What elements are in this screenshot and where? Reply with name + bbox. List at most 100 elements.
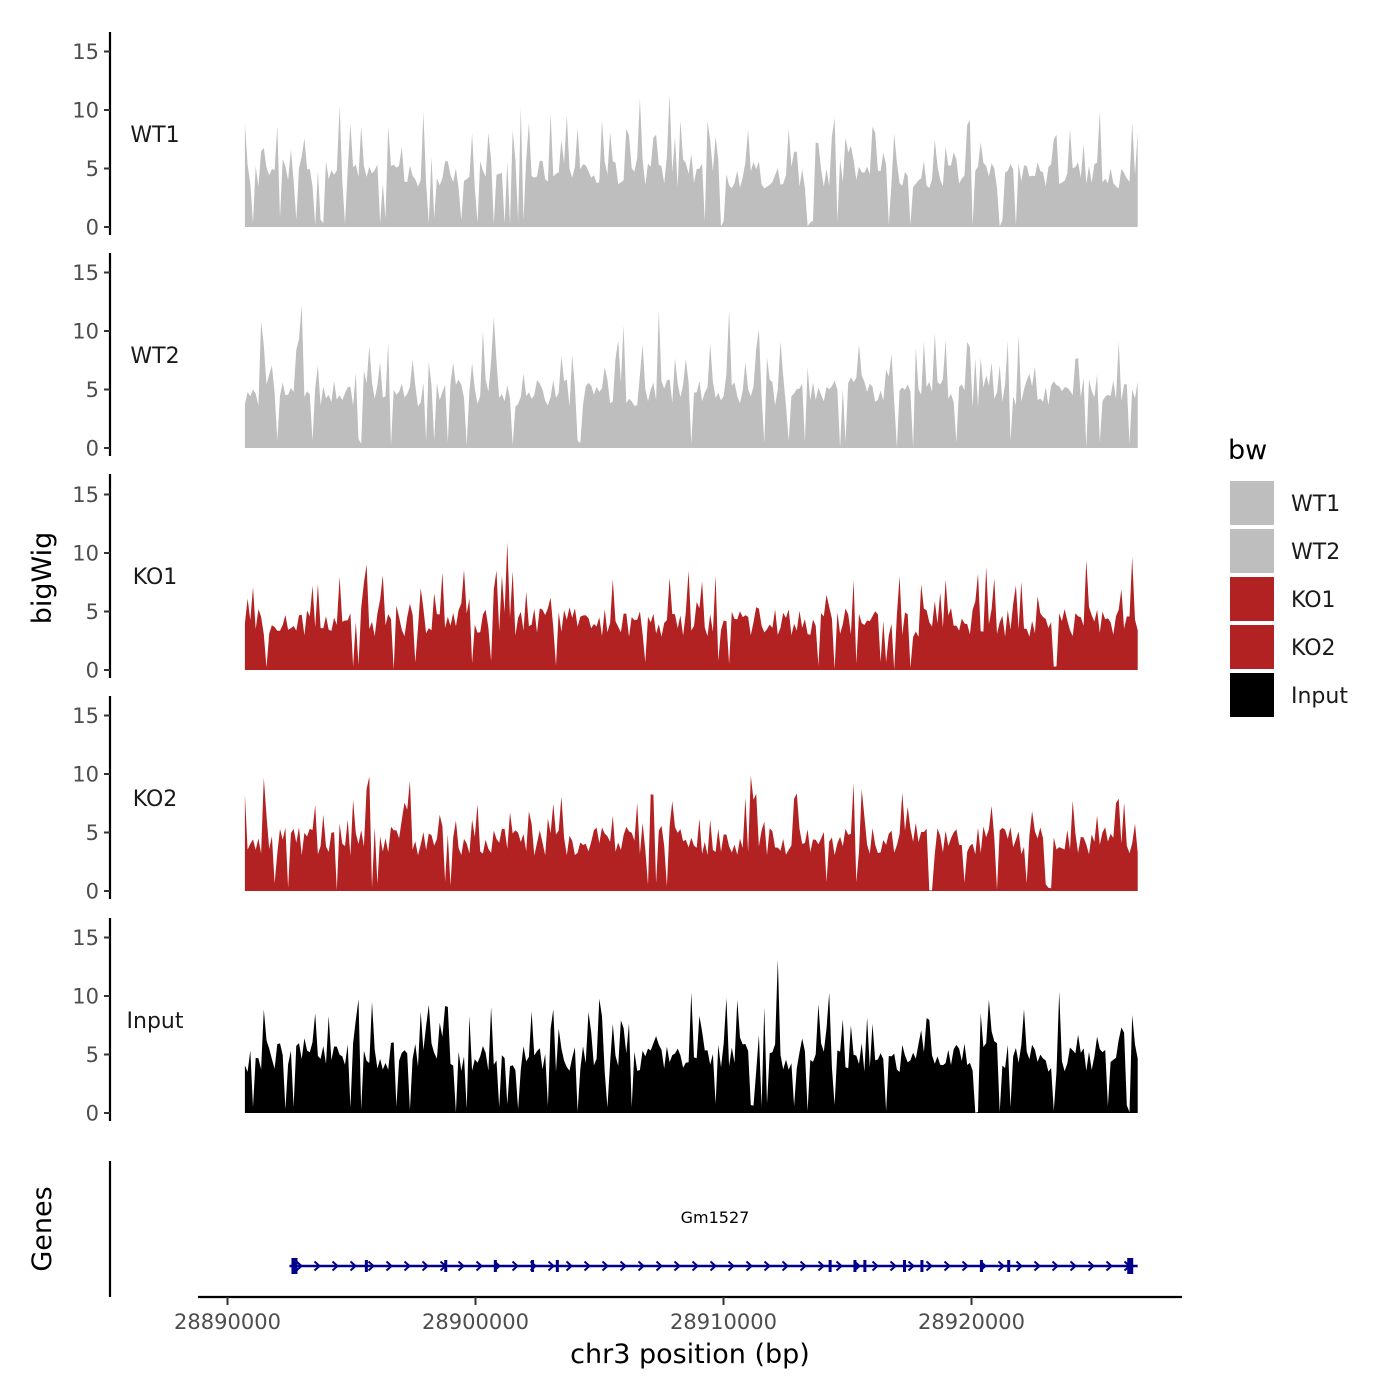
legend-label: KO1 [1291,588,1336,613]
strand-arrow [709,1260,717,1272]
legend-swatch [1228,575,1276,623]
strand-arrow [997,1260,1005,1272]
x-tick-label: 28890000 [174,1310,281,1334]
track-label: WT2 [130,344,179,369]
strand-arrow [619,1260,627,1272]
legend-swatch [1228,671,1276,719]
exon-mark [863,1260,867,1272]
legend: bw WT1 WT2 KO1 KO2 Input [1228,435,1348,719]
strand-arrow [601,1260,609,1272]
exon-mark [853,1260,857,1272]
tracks-layer: 0 5 10 15 WT1 0 5 10 15 WT2 0 5 10 15 KO1 0 5 10 15 KO2 0 5 10… [72,32,1138,1126]
track-label: Input [127,1009,184,1034]
strand-arrow [763,1260,771,1272]
legend-label: WT2 [1291,540,1340,565]
strand-arrow [835,1260,843,1272]
strand-arrow [1015,1260,1023,1272]
legend-entry-ko1: KO1 [1228,575,1336,623]
gene-track: Gm1527 [108,1161,1138,1297]
y-tick-label: 10 [72,763,99,787]
exon-mark [920,1260,924,1272]
legend-swatch [1228,527,1276,575]
strand-arrow [889,1260,897,1272]
exon-mark [555,1260,559,1272]
strand-arrow [475,1260,483,1272]
track-label: KO2 [133,787,178,812]
track-ko2: 0 5 10 15 KO2 [72,696,1138,904]
exon-mark [1007,1260,1011,1272]
x-axis-ticks: 28890000 28900000 28910000 28920000 [174,1297,1025,1334]
strand-arrow [385,1260,393,1272]
strand-arrow [817,1260,825,1272]
x-tick-label: 28910000 [670,1310,777,1334]
strand-arrow [799,1260,807,1272]
y-tick-label: 10 [72,542,99,566]
y-tick-label: 0 [86,659,99,683]
legend-swatch [1228,479,1276,527]
strand-arrow [781,1260,789,1272]
y-tick-label: 0 [86,880,99,904]
strand-arrow [313,1260,321,1272]
strand-arrow [907,1260,915,1272]
legend-entry-ko2: KO2 [1228,623,1336,671]
legend-title: bw [1228,435,1267,466]
track-label: WT1 [130,123,179,148]
y-tick-label: 10 [72,320,99,344]
y-tick-label: 0 [86,1102,99,1126]
exon-mark [1127,1258,1134,1274]
strand-arrow [511,1260,519,1272]
strand-arrow [745,1260,753,1272]
y-axis-title: bigWig [27,532,58,625]
exon-mark [979,1260,983,1272]
strand-arrow [547,1260,555,1272]
strand-arrow [421,1260,429,1272]
strand-arrow [655,1260,663,1272]
exon-mark [531,1260,535,1272]
strand-arrow [349,1260,357,1272]
strand-arrow [565,1260,573,1272]
x-axis-title: chr3 position (bp) [570,1339,810,1370]
track-wt1: 0 5 10 15 WT1 [72,32,1138,240]
strand-arrow [727,1260,735,1272]
strand-arrow [457,1260,465,1272]
legend-label: Input [1291,684,1348,709]
y-tick-label: 0 [86,216,99,240]
legend-entries: WT1 WT2 KO1 KO2 Input [1228,479,1348,719]
y-tick-label: 5 [86,1043,99,1067]
track-ko1: 0 5 10 15 KO1 [72,474,1138,683]
y-tick-label: 10 [72,99,99,123]
gene-name-label: Gm1527 [681,1208,750,1227]
legend-label: WT1 [1291,492,1340,517]
y-tick-label: 0 [86,437,99,461]
strand-arrow [691,1260,699,1272]
legend-entry-wt2: WT2 [1228,527,1340,575]
y-tick-label: 15 [72,40,99,64]
strand-arrow [673,1260,681,1272]
legend-entry-input: Input [1228,671,1348,719]
signal-area-input [244,959,1138,1113]
x-tick-label: 28920000 [918,1310,1025,1334]
exon-mark [903,1260,907,1272]
y-tick-label: 5 [86,378,99,402]
strand-arrow [637,1260,645,1272]
strand-arrow [871,1260,879,1272]
y-tick-label: 15 [72,704,99,728]
legend-label: KO2 [1291,636,1336,661]
strand-arrow [403,1260,411,1272]
strand-arrow [1051,1260,1059,1272]
exon-mark [364,1260,368,1272]
exon-mark [291,1258,298,1274]
strand-arrow [583,1260,591,1272]
strand-arrow [925,1260,933,1272]
signal-area-ko1 [244,542,1138,670]
signal-area-ko2 [244,775,1138,891]
y-tick-label: 5 [86,600,99,624]
exon-mark [493,1260,497,1272]
y-tick-label: 10 [72,985,99,1009]
legend-entry-wt1: WT1 [1228,479,1340,527]
strand-arrow [1069,1260,1077,1272]
y-tick-label: 15 [72,483,99,507]
x-tick-label: 28900000 [422,1310,529,1334]
genes-axis-title: Genes [27,1186,58,1271]
